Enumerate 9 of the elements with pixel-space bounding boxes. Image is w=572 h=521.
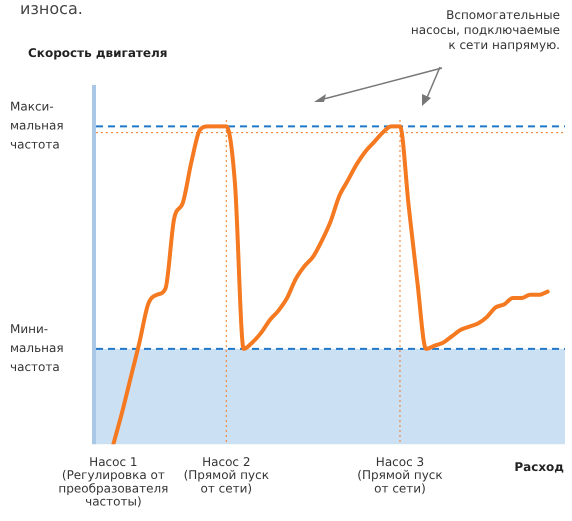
- x-tick-label: Насос 1 (Регулировка от преобразователя частоты): [58, 454, 168, 509]
- ref-line-label: Мини- мальная частота: [10, 322, 64, 374]
- x-axis-title: Расход: [514, 460, 564, 475]
- text: Скорость двигателя: [28, 46, 168, 61]
- x-tick-label: Насос 3 (Прямой пуск от сети): [357, 454, 443, 496]
- text: износа.: [20, 0, 83, 18]
- text: Вспомогательные насосы, подключаемые к сети напрямую.: [410, 8, 560, 53]
- ref-line-label: Макси- мальная частота: [10, 99, 64, 152]
- x-tick-label: Насос 2 (Прямой пуск от сети): [184, 454, 269, 496]
